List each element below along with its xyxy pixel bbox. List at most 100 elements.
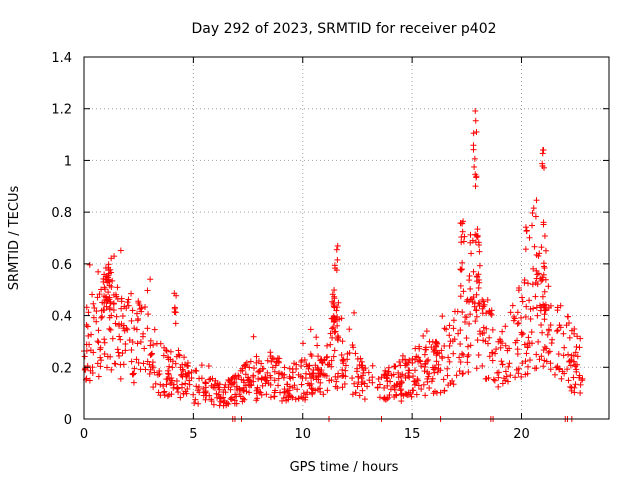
data-point [186,377,193,384]
data-point [473,307,480,314]
data-point [147,342,154,349]
data-point [499,340,506,347]
data-point [538,353,545,360]
data-point [479,362,486,369]
data-point [470,268,477,275]
data-point [253,359,260,366]
data-point [180,390,187,397]
data-point [177,394,184,401]
data-point [253,390,260,397]
data-point [459,309,466,316]
data-point [241,362,248,369]
data-point [533,267,540,274]
data-point [222,381,229,388]
data-point [314,342,321,349]
data-point [231,400,238,407]
data-point [230,380,237,387]
data-point [515,287,522,294]
data-point [141,345,148,352]
data-point [309,373,316,380]
data-point [173,385,180,392]
data-point [315,366,322,373]
data-point [519,330,526,337]
data-point [525,334,532,341]
data-point [465,368,472,375]
data-point [315,386,322,393]
data-point [514,337,521,344]
data-point [228,394,235,401]
data-point [96,291,103,298]
data-point [450,325,457,332]
data-point [473,365,480,372]
data-point [176,352,183,359]
data-point [110,307,117,314]
data-point [264,357,271,364]
data-point [421,363,428,370]
data-point [355,379,362,386]
data-point [369,362,376,369]
data-point [246,382,253,389]
data-point [161,344,168,351]
data-point [117,247,124,254]
data-point [117,361,124,368]
data-point [411,367,418,374]
data-point [97,346,104,353]
data-point [410,387,417,394]
data-point [182,380,189,387]
data-point [358,381,365,388]
data-point [271,377,278,384]
data-point [314,364,321,371]
data-point [114,346,121,353]
data-point [529,222,536,229]
data-point [474,226,481,233]
data-point [513,366,520,373]
data-point [147,366,154,373]
data-point [474,232,481,239]
data-point [457,293,464,300]
data-point [393,381,400,388]
data-point [216,386,223,393]
data-point [192,396,199,403]
data-point [95,373,102,380]
data-point [565,351,572,358]
data-point [131,365,138,372]
data-point [457,327,464,334]
data-point [560,330,567,337]
x-tick-label: 20 [513,427,530,442]
data-point [545,349,552,356]
data-point [547,360,554,367]
data-point [440,376,447,383]
data-point [431,369,438,376]
data-point [121,303,128,310]
data-point [109,335,116,342]
data-point [418,386,425,393]
data-point [339,366,346,373]
data-point [382,367,389,374]
y-tick-label: 0 [64,413,72,428]
data-point [405,359,412,366]
data-point [318,357,325,364]
data-point [554,327,561,334]
x-tick-label: 0 [80,427,88,442]
data-point [526,340,533,347]
data-point [294,386,301,393]
data-point [172,308,179,315]
data-point [460,218,467,225]
data-point [434,349,441,356]
data-point [93,318,100,325]
data-point [539,150,546,157]
data-point [160,352,167,359]
data-point [421,351,428,358]
data-point [540,260,547,267]
data-point [201,389,208,396]
data-point [274,355,281,362]
data-point [125,296,132,303]
data-point [232,391,239,398]
data-point [444,365,451,372]
data-point [202,396,209,403]
data-point [344,356,351,363]
data-point [351,380,358,387]
data-point [324,353,331,360]
data-point [331,262,338,269]
data-point [144,287,151,294]
